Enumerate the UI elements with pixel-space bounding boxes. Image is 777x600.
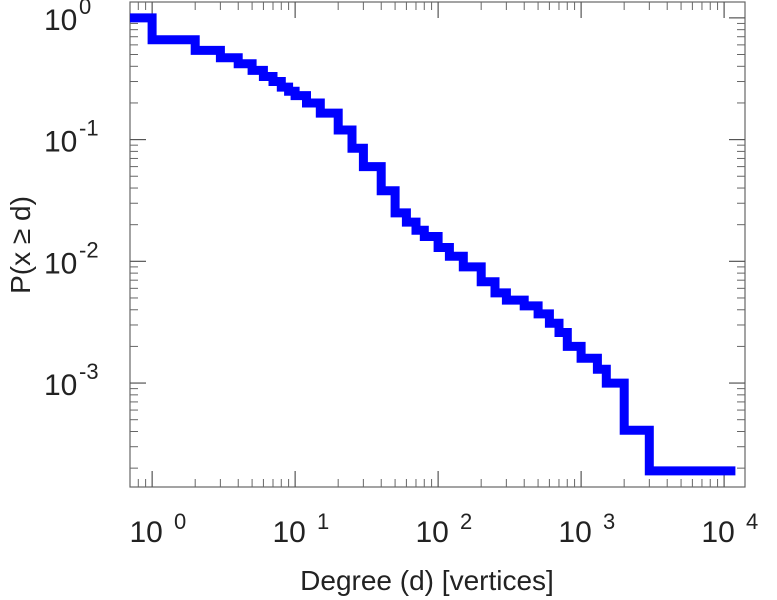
x-tick-label: 10 [272,516,305,549]
x-axis-label: Degree (d) [vertices] [300,565,554,596]
minor-ticks [129,2,745,487]
x-tick-label: 10 [129,516,162,549]
y-axis-label: P(x ≥ d) [5,196,36,294]
x-tick-label: 10 [415,516,448,549]
y-tick-label: 10 [44,369,77,402]
x-tick-exponent: 3 [603,509,615,534]
x-tick-labels: 10 0 10 1 10 2 10 3 10 4 [129,509,758,549]
plot-frame [129,1,746,488]
y-tick-label: 10 [44,4,77,37]
y-tick-exponent: 0 [79,0,91,19]
y-tick-exponent: -1 [79,116,99,141]
y-tick-exponent: -3 [79,359,99,384]
x-tick-label: 10 [558,516,591,549]
x-tick-label: 10 [701,516,734,549]
x-tick-exponent: 1 [317,509,329,534]
series-step-line [130,13,736,476]
y-tick-label: 10 [44,126,77,159]
y-tick-exponent: -2 [79,237,99,262]
x-tick-exponent: 4 [746,509,758,534]
major-ticks [130,2,745,487]
x-tick-exponent: 0 [174,509,186,534]
x-tick-exponent: 2 [460,509,472,534]
y-tick-label: 10 [44,247,77,280]
